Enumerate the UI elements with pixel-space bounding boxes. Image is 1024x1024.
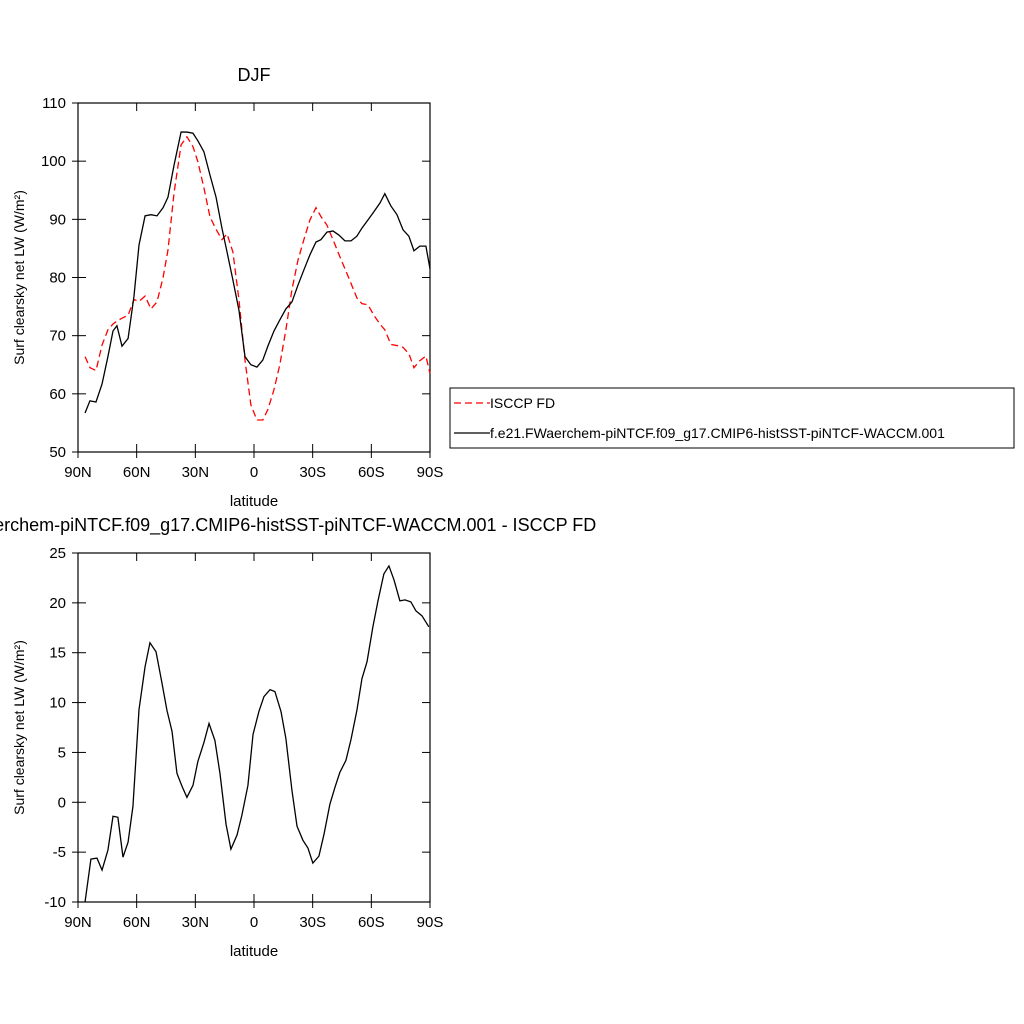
y-tick-label: 110: [42, 95, 66, 112]
y-tick-label: 60: [49, 386, 66, 403]
chart-title: f.e21.FWaerchem-piNTCF.f09_g17.CMIP6-his…: [0, 515, 596, 536]
y-axis-label: Surf clearsky net LW (W/m²): [11, 640, 27, 815]
x-tick-label: 60S: [358, 464, 385, 481]
y-tick-label: 20: [49, 595, 66, 612]
plot-frame: [77, 102, 431, 453]
x-tick-label: 90S: [417, 914, 444, 931]
legend-box: [449, 387, 1015, 449]
x-tick-label: 0: [250, 464, 258, 481]
data-line: [84, 564, 430, 903]
y-tick-label: 25: [49, 545, 66, 562]
x-axis-label: latitude: [230, 493, 278, 510]
y-tick-label: 0: [58, 794, 66, 811]
y-tick-label: 10: [49, 695, 66, 712]
x-tick-label: 90S: [417, 464, 444, 481]
x-tick-label: 60N: [123, 464, 151, 481]
x-tick-label: 30S: [299, 914, 326, 931]
y-tick-label: 15: [49, 645, 66, 662]
y-tick-label: -10: [44, 894, 66, 911]
legend-label: f.e21.FWaerchem-piNTCF.f09_g17.CMIP6-his…: [490, 425, 945, 441]
y-axis-label: Surf clearsky net LW (W/m²): [11, 190, 27, 365]
y-tick-label: 100: [41, 153, 66, 170]
chart-title: DJF: [238, 65, 271, 85]
y-tick-label: 90: [49, 211, 66, 228]
y-tick-label: 5: [58, 744, 66, 761]
x-tick-label: 90N: [64, 464, 92, 481]
x-tick-label: 30S: [299, 464, 326, 481]
x-tick-label: 90N: [64, 914, 92, 931]
x-tick-label: 0: [250, 914, 258, 931]
y-tick-label: 70: [49, 328, 66, 345]
x-tick-label: 30N: [182, 914, 210, 931]
x-tick-label: 30N: [182, 464, 210, 481]
x-axis-label: latitude: [230, 943, 278, 960]
legend-label: ISCCP FD: [490, 395, 555, 411]
data-line: [84, 135, 431, 421]
data-line: [84, 131, 431, 414]
y-tick-label: 80: [49, 270, 66, 287]
y-tick-label: 50: [49, 444, 66, 461]
y-tick-label: -5: [53, 844, 66, 861]
x-tick-label: 60S: [358, 914, 385, 931]
x-tick-label: 60N: [123, 914, 151, 931]
